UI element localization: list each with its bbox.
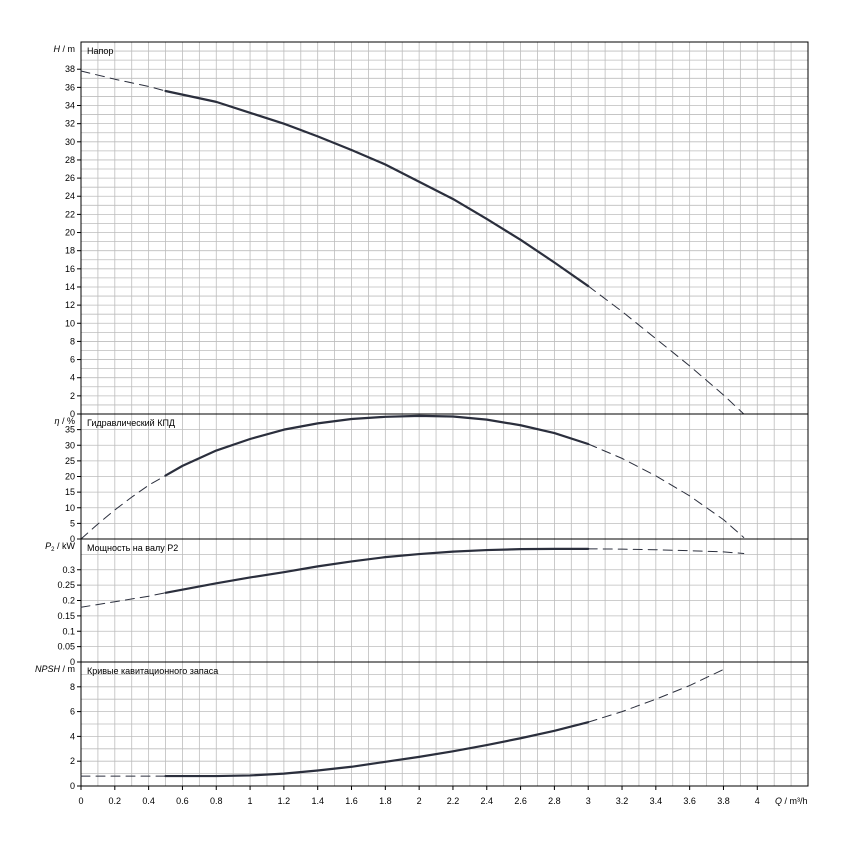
panel-title-head: Напор [87,46,113,56]
y-axis-variable: NPSH [35,664,61,674]
y-axis-label-npsh: NPSH / m [35,664,75,674]
y-tick-label: 34 [65,101,75,111]
y-axis-unit: / kW [55,541,76,551]
y-tick-label: 0 [70,657,75,667]
panel-frame-npsh [80,661,809,787]
y-axis-unit: / m [60,44,75,54]
y-tick-label: 2 [70,756,75,766]
x-tick-label: 0 [78,796,83,806]
x-axis-label: Q / m³/h [775,796,808,806]
curve-efficiency-dashed-2 [587,443,745,538]
y-tick-label: 0 [70,534,75,544]
y-tick-label: 16 [65,264,75,274]
y-tick-label: 0.15 [57,611,75,621]
curve-efficiency-dashed-0 [80,475,167,540]
y-tick-label: 24 [65,191,75,201]
x-tick-label: 2.6 [514,796,527,806]
panel-frame-head [80,41,809,415]
panel-title-npsh: Кривые кавитационного запаса [87,666,218,676]
y-tick-label: 0 [70,781,75,791]
y-axis-variable: η [54,416,59,426]
curve-npsh-solid-1 [164,721,590,778]
x-tick-label: 0.2 [109,796,122,806]
y-tick-label: 2 [70,391,75,401]
y-tick-label: 28 [65,155,75,165]
y-tick-label: 0.3 [62,565,75,575]
y-tick-label: 8 [70,682,75,692]
y-axis-unit: / % [59,416,75,426]
y-tick-label: 5 [70,518,75,528]
y-tick-label: 0 [70,409,75,419]
y-tick-label: 25 [65,456,75,466]
x-tick-label: 1.2 [278,796,291,806]
y-tick-label: 10 [65,503,75,513]
x-tick-label: 3.6 [683,796,696,806]
x-tick-label: 0.8 [210,796,223,806]
x-tick-label: 0.6 [176,796,189,806]
y-axis-subscript: 2 [51,547,55,553]
x-tick-label: 3.2 [616,796,629,806]
y-axis-label-efficiency: η / % [54,416,75,426]
y-tick-label: 30 [65,440,75,450]
curve-efficiency-solid-1 [164,414,590,477]
x-tick-label: 1.8 [379,796,392,806]
y-tick-label: 0.25 [57,580,75,590]
curve-power-dashed-0 [80,592,167,608]
y-tick-label: 14 [65,282,75,292]
y-axis-label-head: H / m [54,44,76,54]
y-tick-label: 18 [65,246,75,256]
x-tick-label: 3 [586,796,591,806]
x-axis-variable: Q [775,796,782,806]
y-tick-label: 0.1 [62,626,75,636]
x-tick-label: 1.6 [345,796,358,806]
y-tick-label: 35 [65,425,75,435]
y-tick-label: 0.2 [62,596,75,606]
y-tick-label: 4 [70,731,75,741]
y-tick-label: 0.05 [57,642,75,652]
y-tick-label: 32 [65,119,75,129]
y-axis-label-power: P2 / kW [45,541,75,553]
y-tick-label: 22 [65,209,75,219]
y-tick-label: 10 [65,318,75,328]
x-tick-label: 0.4 [142,796,155,806]
x-tick-label: 2.2 [447,796,460,806]
y-axis-unit: / m [60,664,75,674]
x-axis-unit: / m³/h [782,796,808,806]
y-axis-variable: H [54,44,61,54]
panel-title-power: Мощность на валу P2 [87,543,178,553]
y-tick-label: 30 [65,137,75,147]
y-tick-label: 36 [65,82,75,92]
curve-npsh-dashed-2 [587,668,724,723]
x-tick-label: 2.8 [548,796,561,806]
x-tick-label: 4 [755,796,760,806]
y-tick-label: 15 [65,487,75,497]
y-tick-label: 12 [65,300,75,310]
y-tick-label: 26 [65,173,75,183]
x-tick-label: 3.8 [717,796,730,806]
curve-power-solid-1 [164,547,590,594]
y-tick-label: 8 [70,336,75,346]
panel-title-efficiency: Гидравлический КПД [87,418,175,428]
curve-head-dashed-2 [587,285,745,415]
curve-power-dashed-2 [587,548,745,554]
x-tick-label: 1.4 [311,796,324,806]
x-tick-label: 2 [417,796,422,806]
y-tick-label: 20 [65,472,75,482]
x-tick-label: 2.4 [481,796,494,806]
y-tick-label: 38 [65,64,75,74]
curve-head-dashed-0 [80,70,167,92]
y-tick-label: 4 [70,373,75,383]
y-tick-label: 6 [70,707,75,717]
x-tick-label: 1 [248,796,253,806]
y-tick-label: 6 [70,355,75,365]
y-tick-label: 20 [65,228,75,238]
x-tick-label: 3.4 [650,796,663,806]
curve-head-solid-1 [164,89,590,288]
y-axis-variable: P [45,541,51,551]
